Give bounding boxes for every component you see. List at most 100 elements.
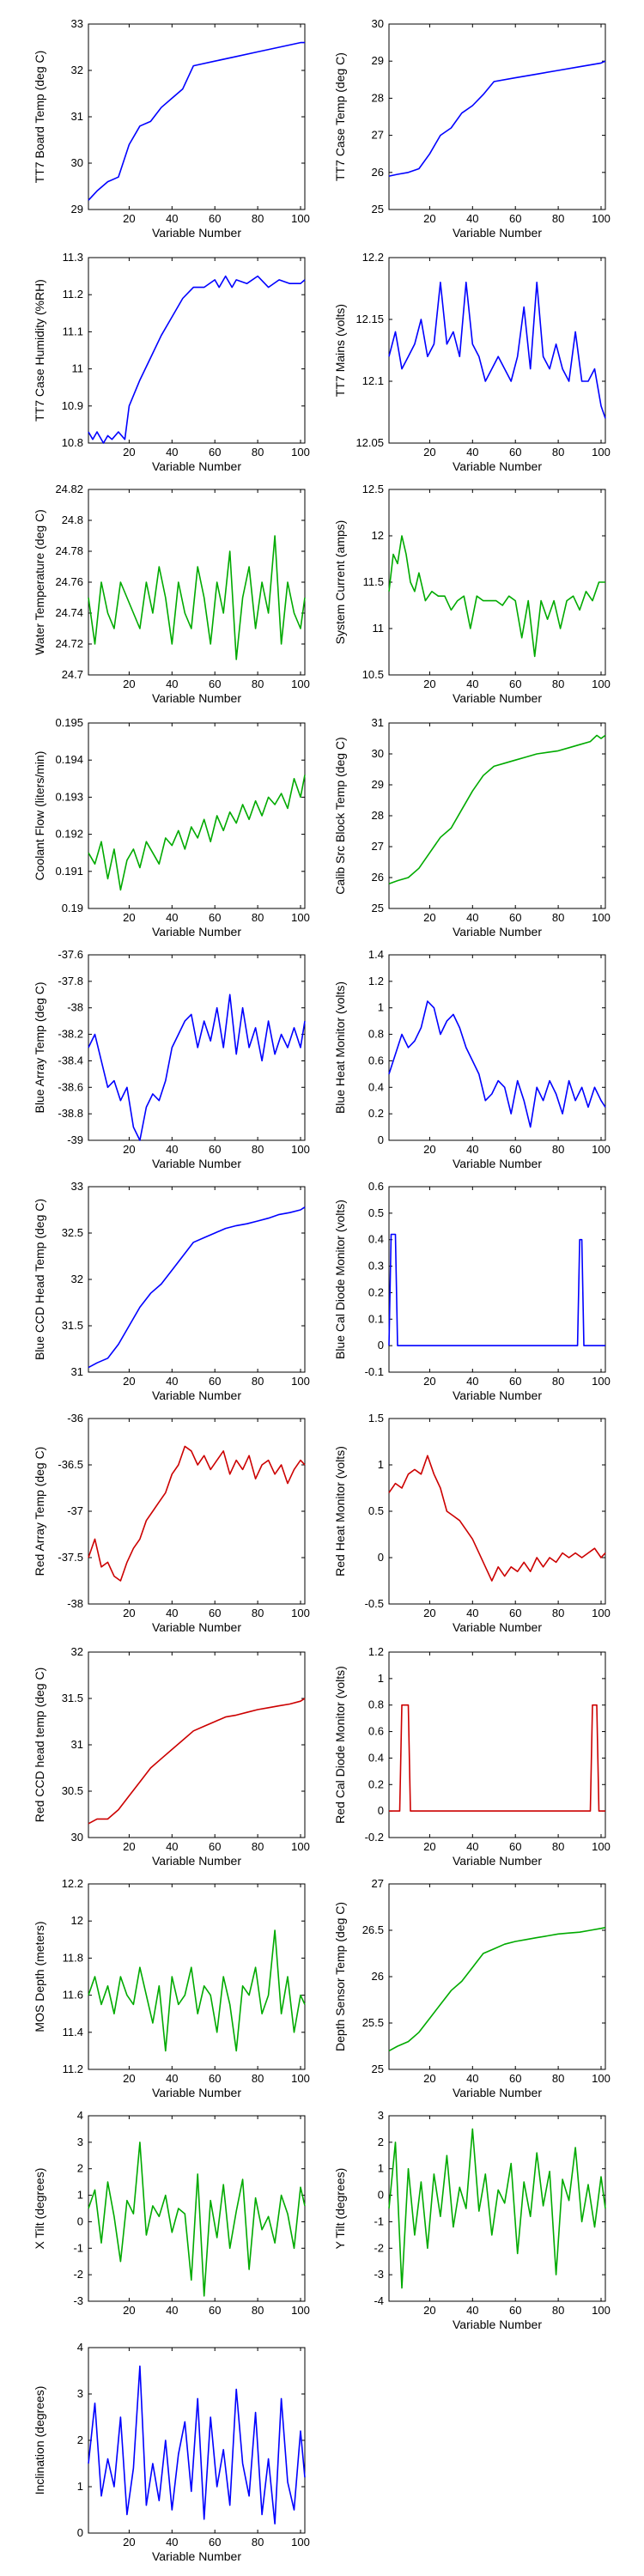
- y-tick-label: 0.2: [368, 1285, 384, 1298]
- x-tick-label: 40: [166, 2536, 178, 2549]
- plot-frame: [388, 23, 606, 210]
- x-tick-label: 20: [123, 446, 135, 459]
- x-tick-label: 80: [552, 2072, 564, 2085]
- y-tick-label: 0: [378, 2189, 384, 2202]
- y-axis-label: MOS Depth (meters): [33, 1921, 46, 2032]
- y-tick-label: 0.4: [368, 1233, 384, 1246]
- y-tick-label: -38.2: [58, 1028, 83, 1041]
- y-tick-label: 0.1: [368, 1312, 384, 1325]
- x-axis-label: Variable Number: [453, 2086, 542, 2099]
- x-tick-label: 100: [291, 1143, 310, 1156]
- y-axis-label: Y Tilt (degrees): [333, 2168, 347, 2250]
- series-line: [388, 734, 606, 884]
- y-axis-label: TT7 Board Temp (deg C): [33, 51, 46, 184]
- y-tick-label: 0.6: [368, 1725, 384, 1738]
- series-line: [88, 1206, 306, 1369]
- chart-15: 20 40 60 80 100 30 30.5 31 31.5 32 Variable Number…: [33, 1645, 310, 1868]
- x-tick-label: 60: [509, 677, 521, 690]
- chart-5: 20 40 60 80 10024.724.7224.7424.7624.7824.82…: [33, 483, 310, 705]
- x-tick-label: 40: [466, 212, 478, 225]
- chart-10: 20 40 60 80 100 0 0.2 0.4 0.6 0.8 1 1.2 1.4 Variable …: [333, 948, 611, 1170]
- series-line: [88, 1929, 306, 2052]
- series-line: [388, 60, 606, 177]
- y-axis-label: System Current (amps): [333, 520, 347, 645]
- x-tick-label: 20: [423, 1607, 435, 1619]
- y-tick-label: 0: [378, 1551, 384, 1564]
- x-tick-label: 40: [466, 1375, 478, 1388]
- x-tick-label: 100: [592, 446, 611, 459]
- x-tick-label: 100: [592, 1840, 611, 1853]
- x-axis-label: Variable Number: [453, 459, 542, 473]
- y-tick-label: 24.76: [55, 575, 83, 588]
- x-axis-label: Variable Number: [152, 459, 241, 473]
- chart-4: 20 40 60 80 100 12.05 12.1 12.15 12.2 Variable Nu…: [333, 251, 611, 473]
- y-tick-label: 0.19: [62, 902, 83, 914]
- y-tick-label: -37.6: [58, 948, 83, 961]
- y-tick-label: -3: [374, 2268, 384, 2281]
- y-tick-label: -0.1: [365, 1365, 384, 1378]
- y-tick-label: 24.82: [55, 483, 83, 495]
- x-tick-label: 80: [252, 1375, 264, 1388]
- y-tick-label: 10.5: [362, 668, 384, 681]
- y-tick-label: 0: [378, 1133, 384, 1146]
- y-tick-label: 31: [71, 1365, 83, 1378]
- x-tick-label: 100: [291, 677, 310, 690]
- y-tick-label: -0.2: [365, 1831, 384, 1844]
- y-axis-label: TT7 Case Temp (deg C): [333, 52, 347, 181]
- x-tick-label: 100: [592, 677, 611, 690]
- y-tick-label: 1: [378, 2162, 384, 2175]
- y-tick-label: 0: [378, 1339, 384, 1352]
- y-axis-label: Water Temperature (deg C): [33, 509, 46, 655]
- x-tick-label: 100: [592, 2072, 611, 2085]
- y-tick-label: 4: [77, 2109, 83, 2122]
- x-tick-label: 60: [509, 1143, 521, 1156]
- y-tick-label: 32: [71, 1273, 83, 1285]
- x-tick-label: 20: [123, 2072, 135, 2085]
- y-axis-label: Calib Src Block Temp (deg C): [333, 737, 347, 894]
- x-tick-label: 100: [291, 911, 310, 924]
- y-tick-label: 1.2: [368, 975, 384, 987]
- series-line: [88, 1698, 306, 1825]
- y-tick-label: 1: [77, 2189, 83, 2202]
- x-tick-label: 40: [466, 1840, 478, 1853]
- y-axis-label: Red CCD head temp (deg C): [33, 1668, 46, 1823]
- chart-1: 20 40 60 80 100 29 30 31 32 33 Variable Number TT7 …: [33, 17, 310, 240]
- x-tick-label: 100: [291, 2072, 310, 2085]
- y-tick-label: 32.5: [62, 1226, 83, 1239]
- y-tick-label: 26.5: [362, 1923, 384, 1936]
- x-axis-label: Variable Number: [453, 925, 542, 939]
- series-line: [388, 1000, 606, 1128]
- plot-frame: [88, 23, 306, 210]
- y-tick-label: 1: [378, 1458, 384, 1471]
- y-tick-label: -39: [67, 1133, 83, 1146]
- y-axis-label: Red Cal Diode Monitor (volts): [333, 1666, 347, 1824]
- x-tick-label: 100: [592, 911, 611, 924]
- x-tick-label: 100: [291, 446, 310, 459]
- y-tick-label: 26: [372, 1970, 384, 1983]
- y-tick-label: 30.5: [62, 1784, 83, 1797]
- chart-17: 20 40 60 80 100 11.2 11.4 11.6 11.8 12 12.2 Variabl…: [33, 1877, 310, 2099]
- chart-2: 20 40 60 80 100 25 26 27 28 29 30 Variable Number TT…: [333, 17, 611, 240]
- y-axis-label: Red Heat Monitor (volts): [333, 1446, 347, 1577]
- series-line: [88, 275, 306, 444]
- x-tick-label: 20: [123, 1375, 135, 1388]
- y-tick-label: 10.9: [62, 399, 83, 412]
- y-tick-label: 12.2: [62, 1877, 83, 1890]
- x-tick-label: 20: [423, 1375, 435, 1388]
- x-axis-label: Variable Number: [152, 925, 241, 939]
- x-tick-label: 20: [423, 911, 435, 924]
- series-line: [88, 993, 306, 1141]
- y-tick-label: 31: [71, 110, 83, 123]
- chart-7: 20 40 60 80 100 0.19 0.191 0.192 0.193 0.194 0.195…: [33, 716, 310, 939]
- plot-frame: [88, 2115, 306, 2302]
- x-tick-label: 40: [466, 677, 478, 690]
- plot-frame: [388, 1651, 606, 1838]
- x-tick-label: 40: [466, 446, 478, 459]
- y-tick-label: 33: [71, 17, 83, 30]
- series-line: [388, 1455, 606, 1582]
- series-line: [88, 535, 306, 660]
- series-line: [388, 281, 606, 419]
- plot-frame: [388, 1418, 606, 1605]
- y-tick-label: 2: [77, 2433, 83, 2446]
